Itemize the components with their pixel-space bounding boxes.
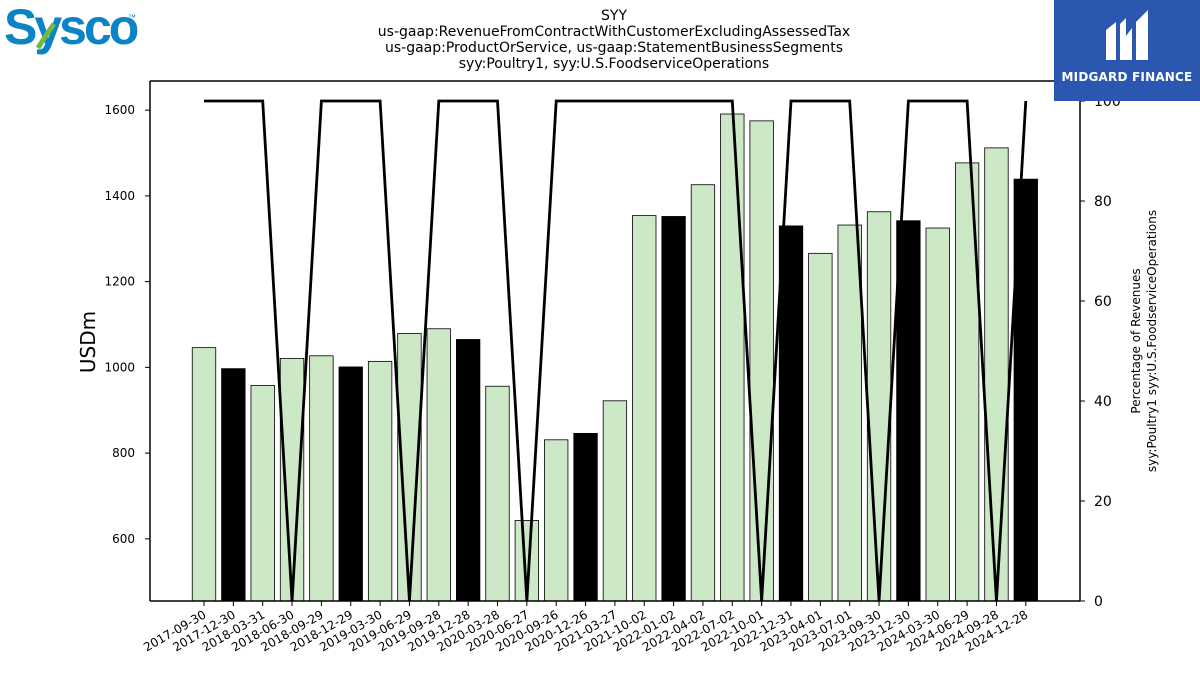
bar [338, 366, 363, 602]
y-axis-label: USDm [76, 311, 100, 373]
logo-trademark: ™ [128, 13, 136, 22]
chart-title-line: us-gaap:RevenueFromContractWithCustomerE… [378, 24, 850, 40]
y2-tick-label: 20 [1094, 494, 1112, 510]
bar [925, 227, 950, 602]
percentage-line [204, 99, 1028, 602]
y-tick-label: 600 [112, 532, 135, 546]
bar [720, 113, 745, 602]
y-tick-label: 1200 [104, 275, 135, 289]
sysco-logo-mark: Sysco ™ [4, 0, 141, 55]
y2-tick-label: 0 [1094, 594, 1103, 610]
bar [250, 384, 275, 602]
logo-accent-mark [35, 22, 57, 50]
bar [455, 339, 481, 602]
bar [866, 211, 892, 602]
bar [749, 120, 774, 602]
bar [485, 385, 510, 602]
y-tick-label: 1400 [104, 189, 135, 203]
logo-text: Sysco [4, 2, 138, 55]
watermark-text: MIDGARD FINANCE [1061, 70, 1193, 84]
chart-title-line: SYY [601, 8, 627, 24]
bar [573, 432, 598, 602]
y2-tick-label: 80 [1094, 194, 1112, 210]
bar [191, 347, 217, 602]
bar [808, 252, 833, 602]
bar [661, 216, 686, 602]
midgard-finance-watermark: MIDGARD FINANCE [1054, 0, 1200, 101]
y-tick-label: 1600 [104, 103, 135, 117]
bar [426, 328, 451, 602]
bar [602, 400, 628, 602]
bar [778, 225, 804, 602]
y2-axis-label: Percentage of Revenues [1129, 268, 1143, 413]
y2-tick-label: 40 [1094, 394, 1112, 410]
y-tick-label: 800 [112, 446, 135, 460]
bar [309, 355, 334, 602]
bar [544, 439, 569, 602]
bar [837, 224, 862, 602]
midgard-finance-logo-icon [1106, 10, 1148, 60]
chart-title-line: syy:Poultry1, syy:U.S.FoodserviceOperati… [459, 56, 769, 72]
y2-axis-label: syy:Poultry1 syy:U.S.FoodserviceOperatio… [1145, 210, 1159, 472]
y2-tick-label: 60 [1094, 294, 1112, 310]
bar [984, 147, 1009, 602]
bar [367, 360, 393, 602]
bar [221, 368, 246, 602]
sysco-logo: Sysco ™ [4, 0, 144, 58]
bar [632, 215, 657, 602]
bar [896, 220, 921, 602]
y-tick-label: 1000 [104, 360, 135, 374]
chart-title-line: us-gaap:ProductOrService, us-gaap:Statem… [385, 40, 843, 56]
bar [690, 184, 716, 602]
